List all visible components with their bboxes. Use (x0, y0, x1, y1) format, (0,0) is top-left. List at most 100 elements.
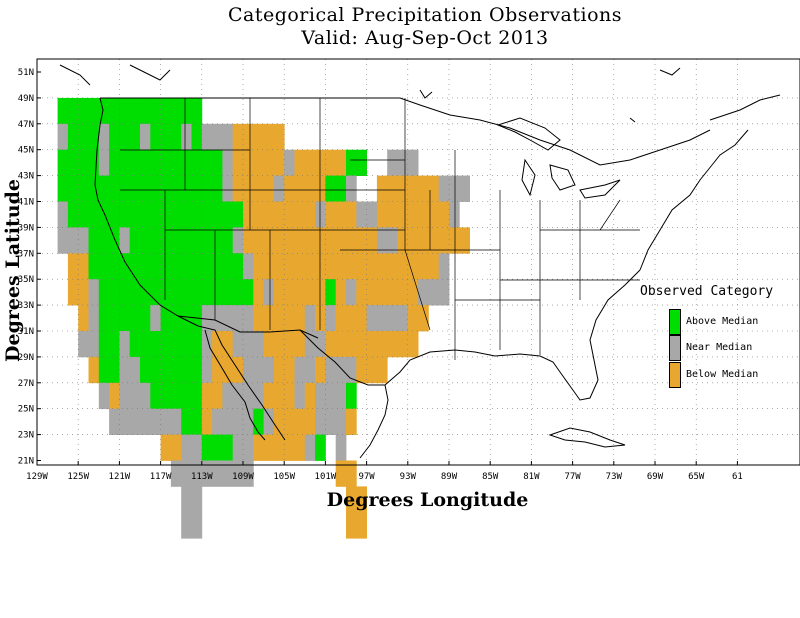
grid-cell (160, 331, 172, 358)
grid-cell (98, 149, 110, 176)
grid-cell (212, 382, 223, 410)
grid-cell (129, 382, 141, 410)
lat-tick-label: 41N (18, 198, 34, 208)
grid-cell (191, 227, 203, 254)
grid-cell (212, 331, 223, 358)
grid-cell (366, 356, 378, 384)
grid-cell (232, 149, 244, 176)
grid-cell (160, 305, 172, 332)
grid-cell (284, 356, 295, 384)
grid-cell (109, 253, 120, 280)
west-coastline (94, 97, 286, 441)
grid-cell (418, 253, 429, 280)
grid-cell (232, 382, 244, 410)
grid-cell (263, 331, 275, 358)
grid-cell (150, 149, 161, 176)
grid-cell (304, 331, 316, 358)
grid-cell (243, 382, 254, 410)
grid-cell (212, 123, 223, 151)
grid-cell (212, 434, 223, 461)
grid-cell (78, 175, 89, 202)
grid-cell (170, 123, 182, 151)
grid-cell (294, 305, 306, 332)
grid-cell (119, 97, 131, 125)
grid-cell (356, 201, 367, 228)
lon-tick-label: 129W (26, 472, 48, 482)
grid-cell (160, 97, 172, 125)
grid-cell (160, 434, 172, 461)
grid-cell (294, 253, 306, 280)
grid-cell (150, 356, 161, 384)
grid-cell (170, 305, 182, 332)
grid-cell (397, 305, 409, 332)
lat-tick-label: 21N (18, 457, 34, 467)
legend-title: Observed Category (640, 284, 774, 299)
grid-cell (222, 149, 234, 176)
grid-cell (294, 434, 306, 461)
grid-cell (170, 227, 182, 254)
grid-cell (356, 305, 367, 332)
grid-cell (304, 149, 316, 176)
grid-cell (181, 460, 192, 487)
grid-cell (438, 227, 450, 254)
grid-cell (397, 253, 409, 280)
grid-cell (407, 175, 419, 202)
grid-cell (88, 279, 100, 306)
mexico-east-coast (359, 384, 389, 459)
grid-cell (376, 227, 388, 254)
grid-cell (387, 331, 398, 358)
grid-cell (98, 253, 110, 280)
grid-cell (201, 227, 213, 254)
grid-cell (109, 305, 120, 332)
lon-tick-label: 101W (315, 472, 337, 482)
grid-cell (253, 123, 264, 151)
grid-cell (335, 331, 347, 358)
grid-cell (335, 460, 347, 487)
grid-cell (212, 227, 223, 254)
grid-cell (67, 123, 79, 151)
grid-cell (98, 305, 110, 332)
geographic-boundaries (59, 64, 781, 459)
grid-cell (191, 434, 203, 461)
grid-cell (222, 175, 234, 202)
grid-cell (263, 123, 275, 151)
canada-border (100, 97, 711, 166)
grid-cell (201, 149, 213, 176)
lat-tick-label: 31N (18, 327, 34, 337)
grid-cell (273, 227, 285, 254)
grid-cell (294, 201, 306, 228)
grid-cell (119, 382, 131, 410)
grid-cell (160, 201, 172, 228)
grid-cell (119, 123, 131, 151)
grid-cell (212, 149, 223, 176)
grid-cell (222, 123, 234, 151)
grid-cell (67, 201, 79, 228)
grid-cell (212, 201, 223, 228)
grid-cell (222, 279, 234, 306)
grid-cell (273, 149, 285, 176)
grid-cell (253, 175, 264, 202)
grid-cell (140, 279, 151, 306)
grid-cell (304, 253, 316, 280)
grid-cell (376, 175, 388, 202)
grid-cell (243, 123, 254, 151)
grid-cell (191, 356, 203, 384)
grid-cell (191, 460, 203, 487)
grid-cell (150, 253, 161, 280)
grid-cell (304, 305, 316, 332)
grid-cell (181, 434, 192, 461)
grid-cell (140, 227, 151, 254)
grid-cell (315, 434, 326, 461)
grid-cell (109, 408, 120, 435)
grid-cell (201, 305, 213, 332)
grid-cell (170, 434, 182, 461)
grid-cell (129, 279, 141, 306)
grid-cell (191, 175, 203, 202)
grid-cell (67, 227, 79, 254)
grid-cell (325, 408, 337, 435)
grid-cell (98, 279, 110, 306)
grid-cell (119, 279, 131, 306)
grid-cell (335, 382, 347, 410)
grid-cell (212, 279, 223, 306)
grid-cell (387, 305, 398, 332)
